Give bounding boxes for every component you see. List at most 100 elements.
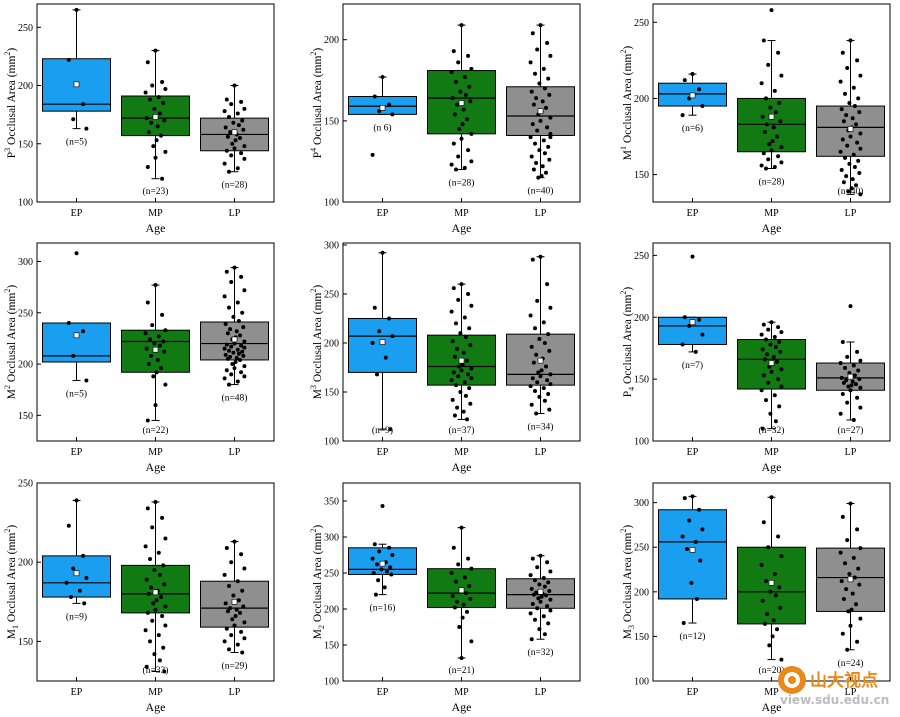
data-point: [682, 78, 687, 83]
data-point: [539, 594, 544, 599]
data-point: [540, 164, 545, 169]
y-tick-label: 100: [18, 198, 33, 209]
data-point: [533, 141, 537, 146]
data-point: [858, 358, 863, 363]
x-tick-label: EP: [71, 208, 83, 219]
mean-marker: [689, 547, 696, 553]
data-point: [456, 374, 461, 379]
data-point: [546, 76, 551, 81]
data-point: [845, 400, 850, 405]
data-point: [779, 367, 784, 372]
data-point: [390, 112, 395, 117]
data-point: [468, 401, 473, 406]
data-point: [242, 106, 247, 111]
data-point: [541, 386, 546, 391]
data-point: [693, 349, 698, 354]
data-point: [773, 110, 778, 115]
data-point: [466, 291, 471, 296]
x-tick-label: LP: [845, 447, 857, 458]
data-point: [841, 119, 846, 124]
x-tick-label: LP: [845, 687, 857, 698]
data-point: [223, 322, 228, 327]
data-point: [545, 560, 550, 565]
data-point: [855, 349, 860, 354]
data-point: [469, 639, 474, 644]
mean-marker: [537, 357, 544, 364]
data-point: [840, 391, 845, 396]
data-point: [759, 163, 764, 168]
data-point: [858, 405, 863, 410]
data-point: [778, 605, 783, 610]
data-point: [463, 92, 468, 97]
data-point: [150, 618, 155, 623]
data-point: [236, 598, 241, 603]
data-point: [232, 146, 237, 151]
data-point: [858, 73, 863, 78]
data-point: [163, 328, 168, 333]
data-point: [155, 357, 160, 362]
data-point: [762, 129, 767, 134]
data-point: [850, 591, 855, 596]
data-point: [528, 611, 533, 616]
data-point: [232, 623, 237, 628]
data-point: [851, 85, 856, 90]
data-point: [242, 339, 247, 344]
data-point: [765, 352, 770, 357]
data-point: [765, 612, 770, 617]
x-tick-label: EP: [687, 447, 699, 458]
data-point: [449, 309, 454, 314]
data-point: [529, 89, 534, 94]
y-tick-label: 200: [18, 558, 33, 569]
data-point: [531, 360, 536, 365]
data-point: [451, 370, 456, 375]
data-point: [152, 652, 157, 657]
data-point: [847, 101, 852, 105]
data-point: [231, 120, 236, 125]
data-point: [233, 614, 238, 619]
data-point: [149, 585, 154, 590]
y-tick-label: 350: [324, 497, 339, 508]
data-point: [387, 102, 392, 107]
data-point: [544, 364, 548, 369]
data-point: [82, 601, 87, 606]
data-point: [776, 377, 781, 382]
y-tick-label: 200: [324, 338, 339, 349]
data-point: [469, 131, 474, 136]
data-point: [760, 114, 765, 119]
data-point: [548, 135, 553, 140]
data-point: [469, 366, 474, 371]
data-point: [858, 146, 863, 151]
n-label: (n=9): [66, 611, 87, 622]
data-point: [541, 66, 546, 71]
data-point: [856, 158, 861, 163]
data-point: [838, 411, 843, 416]
data-point: [459, 368, 464, 373]
data-point: [845, 354, 850, 359]
data-point: [151, 601, 156, 606]
data-point: [150, 83, 155, 88]
data-point: [769, 8, 774, 13]
mean-marker: [537, 108, 544, 114]
data-point: [848, 304, 853, 309]
data-point: [858, 131, 863, 136]
n-label: (n=28): [449, 178, 475, 189]
data-point: [229, 102, 234, 107]
data-point: [462, 75, 467, 80]
boxplot-panel: 100 150 200 250 P3 Occlusal Area (mm2) Age EP (…: [3, 3, 275, 235]
data-point: [844, 587, 849, 592]
n-label: (n=21): [449, 665, 475, 676]
data-point: [77, 588, 82, 593]
data-point: [849, 607, 854, 612]
data-point: [231, 314, 236, 319]
data-point: [845, 538, 850, 543]
data-point: [541, 614, 546, 619]
data-point: [160, 312, 165, 317]
data-point: [548, 53, 553, 58]
data-point: [377, 549, 382, 554]
x-tick-label: EP: [687, 687, 699, 698]
data-point: [235, 111, 240, 116]
data-point: [451, 286, 456, 291]
data-point: [143, 331, 148, 336]
data-point: [230, 141, 235, 146]
